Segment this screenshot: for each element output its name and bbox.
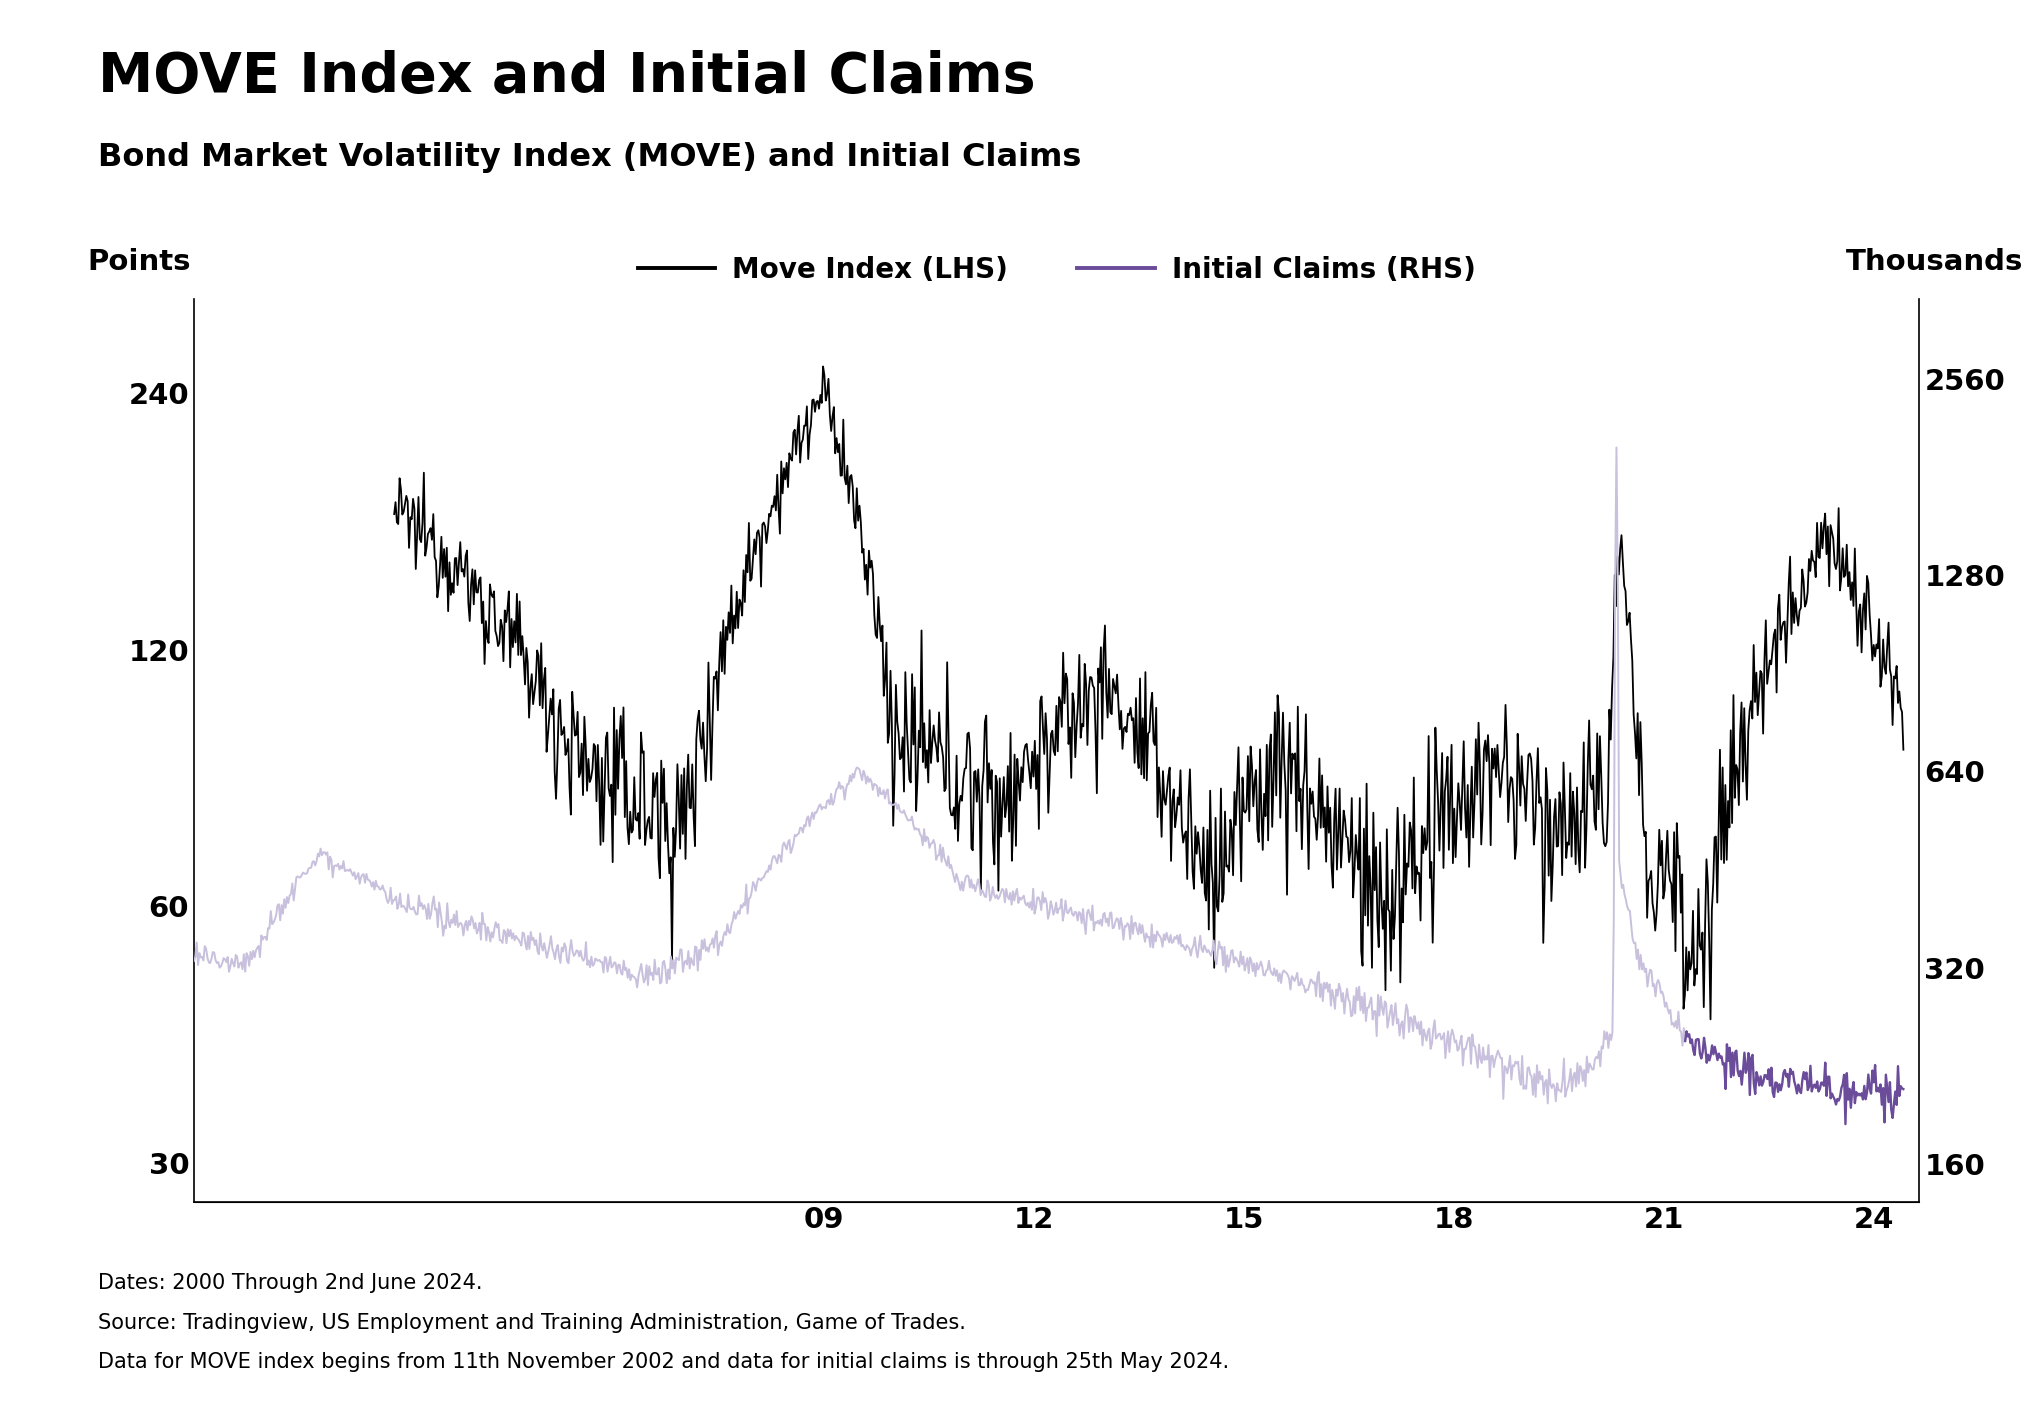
Text: Bond Market Volatility Index (MOVE) and Initial Claims: Bond Market Volatility Index (MOVE) and … bbox=[98, 142, 1082, 173]
Text: Source: Tradingview, US Employment and Training Administration, Game of Trades.: Source: Tradingview, US Employment and T… bbox=[98, 1313, 966, 1332]
Text: Data for MOVE index begins from 11th November 2002 and data for initial claims i: Data for MOVE index begins from 11th Nov… bbox=[98, 1352, 1229, 1372]
Text: Dates: 2000 Through 2nd June 2024.: Dates: 2000 Through 2nd June 2024. bbox=[98, 1273, 482, 1293]
Text: Points: Points bbox=[88, 247, 190, 276]
Legend: Move Index (LHS), Initial Claims (RHS): Move Index (LHS), Initial Claims (RHS) bbox=[627, 245, 1487, 294]
Text: MOVE Index and Initial Claims: MOVE Index and Initial Claims bbox=[98, 50, 1035, 104]
Text: Thousands: Thousands bbox=[1846, 247, 2024, 276]
